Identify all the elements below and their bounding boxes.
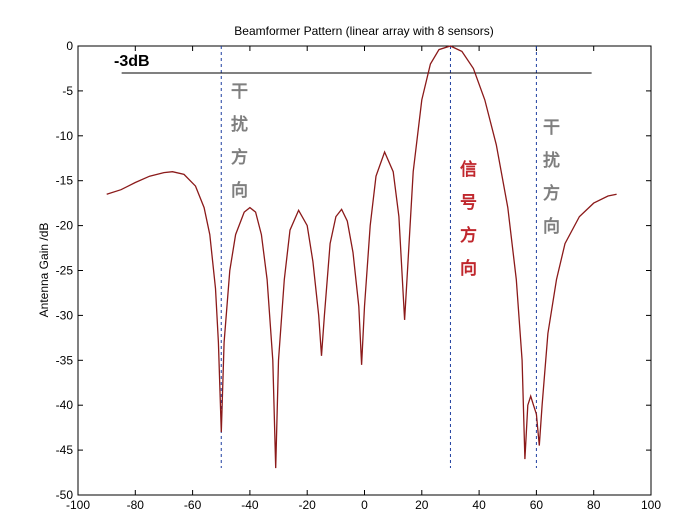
y-tick-label: -20	[56, 219, 74, 233]
x-tick-label: -100	[66, 498, 90, 512]
y-tick-label: -30	[56, 308, 74, 322]
x-tick-label: -20	[299, 498, 317, 512]
y-tick-label: -15	[56, 174, 74, 188]
x-tick-label: -40	[241, 498, 259, 512]
y-tick-label: -40	[56, 398, 74, 412]
reference-label: -3dB	[114, 53, 150, 70]
x-tick-label: 80	[587, 498, 601, 512]
x-tick-label: 40	[472, 498, 486, 512]
y-tick-label: -5	[62, 84, 73, 98]
x-tick-label: 0	[361, 498, 368, 512]
x-tick-label: -80	[127, 498, 145, 512]
y-tick-label: -50	[56, 488, 74, 502]
x-tick-label: 60	[530, 498, 544, 512]
y-tick-label: 0	[66, 39, 73, 53]
annotation: 干扰方向	[539, 118, 560, 250]
y-tick-label: -25	[56, 264, 74, 278]
annotation: 干扰方向	[227, 82, 248, 214]
x-tick-label: 20	[415, 498, 429, 512]
annotation: 信号方向	[456, 159, 477, 292]
series-line	[106, 45, 617, 469]
plot-frame	[77, 45, 652, 496]
y-tick-label: -10	[56, 129, 74, 143]
chart-title: Beamformer Pattern (linear array with 8 …	[234, 24, 493, 38]
x-tick-label: -60	[184, 498, 202, 512]
y-axis-label: Antenna Gain /dB	[37, 223, 51, 318]
x-tick-label: 100	[641, 498, 661, 512]
y-tick-label: -45	[56, 443, 74, 457]
y-tick-label: -35	[56, 353, 74, 367]
